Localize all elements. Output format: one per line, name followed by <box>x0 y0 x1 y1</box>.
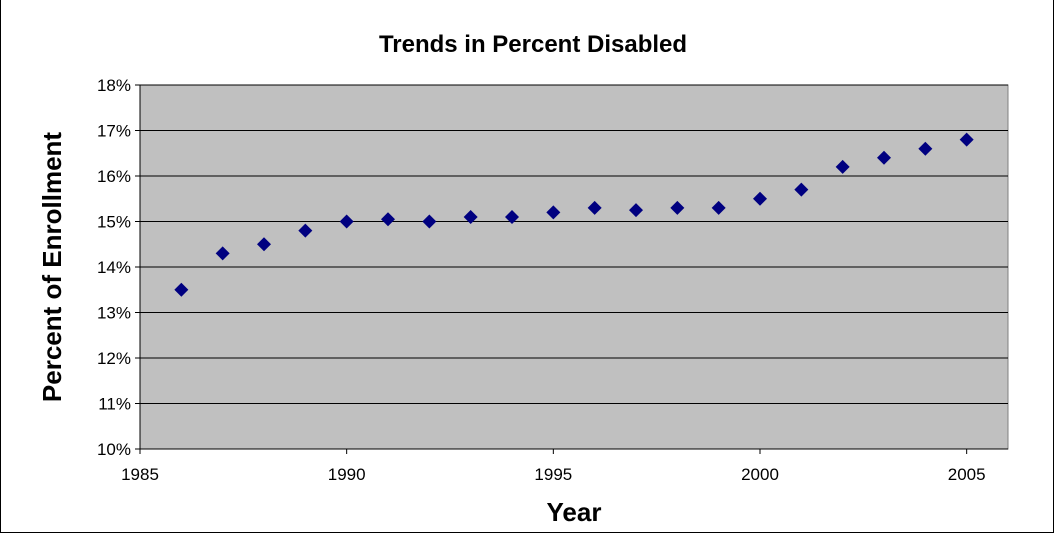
x-tick-label: 1990 <box>328 465 366 484</box>
data-point <box>711 200 726 215</box>
data-point <box>381 212 395 227</box>
y-tick-label: 13% <box>97 304 131 323</box>
data-point <box>215 246 230 261</box>
x-axis-ticks: 1985 1990 1995 2000 2005 <box>121 448 1008 484</box>
data-point <box>959 132 974 147</box>
data-point <box>587 200 602 215</box>
data-point <box>835 159 850 174</box>
y-axis-ticks: 10% 11% 12% 13% 14% 15% 16% 17% 18% <box>97 76 141 459</box>
y-tick-label: 10% <box>97 440 131 459</box>
data-point <box>877 150 891 165</box>
data-point <box>174 282 189 297</box>
x-tick-label: 1995 <box>534 465 572 484</box>
x-tick-label: 1985 <box>121 465 159 484</box>
data-point <box>505 209 519 224</box>
y-axis-title: Percent of Enrollment <box>37 132 67 402</box>
data-point <box>257 237 271 252</box>
data-point <box>629 203 643 218</box>
data-point <box>546 205 561 220</box>
data-points <box>174 132 974 297</box>
x-axis-title: Year <box>547 497 602 527</box>
y-tick-label: 15% <box>97 213 131 232</box>
data-point <box>463 209 478 224</box>
y-tick-label: 14% <box>97 258 131 277</box>
y-tick-label: 16% <box>97 167 131 186</box>
x-tick-label: 2005 <box>948 465 986 484</box>
data-point <box>670 200 685 215</box>
y-tick-label: 17% <box>97 122 131 141</box>
data-point <box>339 214 354 229</box>
data-point <box>298 223 313 238</box>
chart-title: Trends in Percent Disabled <box>379 31 687 58</box>
y-tick-label: 18% <box>97 76 131 95</box>
y-tick-label: 11% <box>98 395 131 414</box>
x-tick-label: 2000 <box>741 465 779 484</box>
data-point <box>422 214 437 229</box>
data-point <box>918 141 933 156</box>
y-tick-label: 12% <box>97 349 131 368</box>
data-point <box>794 182 809 197</box>
data-point <box>753 191 767 206</box>
